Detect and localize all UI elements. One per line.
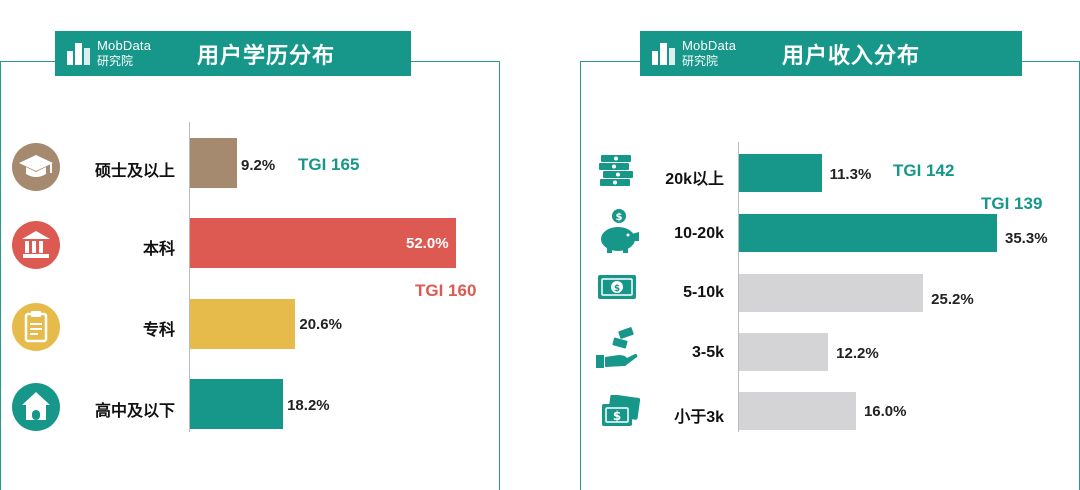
tgi-annotation: TGI 139 [981,194,1043,213]
income-header: MobData 研究院 用户收入分布 [640,31,1022,76]
house-icon [12,383,60,431]
graduation-cap-icon [12,143,60,191]
bar-highschool [190,379,284,429]
category-label: 专科 [142,322,175,339]
svg-text:$: $ [616,212,623,223]
chart-title: 用户学历分布 [197,42,336,68]
mobdata-logo: MobData 研究院 [55,31,175,76]
data-label: 16.0% [863,403,907,420]
data-label: 20.6% [299,316,342,333]
money-stack-icon [599,155,633,186]
bar-masters [190,138,238,188]
brand-sub: 研究院 [97,54,134,68]
data-label: 18.2% [287,397,330,414]
data-label: 25.2% [931,291,974,308]
category-label: 3-5k [691,344,724,361]
data-label: 9.2% [241,157,276,174]
bar-3-5k [739,333,829,371]
bar-under-3k [739,392,856,430]
brand-sub: 研究院 [682,54,719,68]
building-logo-icon [67,43,90,65]
bar-10-20k [739,214,997,252]
category-label: 高中及以下 [94,403,175,420]
banknote-icon: $ [598,275,636,299]
brand-name: MobData [682,38,737,53]
bar-20k-plus [739,154,822,192]
bank-building-icon [12,221,60,269]
data-label: 35.3% [1005,230,1048,247]
svg-text:$: $ [614,284,620,294]
category-axis [738,142,739,432]
category-label: 小于3k [674,409,724,426]
chart-title: 用户收入分布 [782,42,921,68]
tgi-annotation: TGI 160 [415,281,477,300]
clipboard-icon [12,303,60,351]
hand-coins-icon [596,327,638,368]
bar-5-10k [739,274,924,312]
piggy-bank-icon: $ [601,209,639,253]
mobdata-logo: MobData 研究院 [640,31,760,76]
bar-college [190,299,296,349]
category-label: 20k以上 [665,171,724,188]
data-label: 11.3% [829,166,872,183]
data-label: 52.0% [406,235,449,252]
education-header: MobData 研究院 用户学历分布 [55,31,411,76]
brand-name: MobData [97,38,152,53]
tgi-annotation: TGI 165 [298,155,360,174]
data-label: 12.2% [836,345,879,362]
category-label: 硕士及以上 [94,163,175,180]
bar-bachelor [190,218,456,268]
building-logo-icon [652,43,675,65]
category-label: 本科 [142,241,175,258]
tgi-annotation: TGI 142 [893,161,955,180]
category-axis [189,122,190,432]
svg-text:$: $ [613,409,621,423]
dollar-bills-icon: $ [602,395,640,426]
category-label: 5-10k [683,284,724,301]
category-label: 10-20k [674,225,724,242]
